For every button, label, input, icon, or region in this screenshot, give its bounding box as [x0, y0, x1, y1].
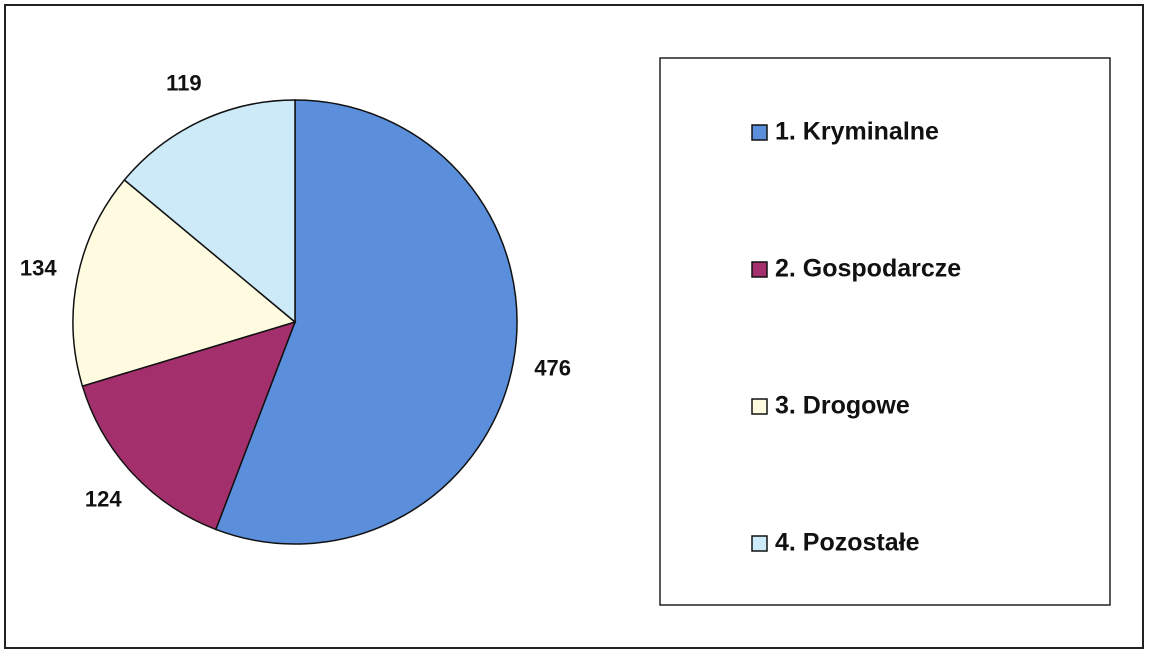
- legend-label: 2. Gospodarcze: [775, 255, 961, 283]
- pie-slice: [72, 178, 297, 388]
- data-label: 119: [166, 71, 202, 96]
- data-label: 124: [85, 486, 122, 511]
- data-label: 476: [534, 355, 571, 380]
- legend-swatch: [751, 398, 768, 415]
- legend-swatch: [751, 261, 768, 278]
- legend-label: 4. Pozostałe: [775, 529, 920, 557]
- legend-swatch: [751, 535, 768, 552]
- pie-slice: [81, 320, 297, 531]
- data-label: 134: [20, 256, 57, 281]
- pie-slice: [123, 99, 296, 324]
- legend-swatch: [751, 124, 768, 141]
- legend-label: 1. Kryminalne: [775, 118, 939, 146]
- legend-box: [659, 57, 1111, 606]
- legend-label: 3. Drogowe: [775, 392, 910, 420]
- pie-slice: [214, 99, 518, 545]
